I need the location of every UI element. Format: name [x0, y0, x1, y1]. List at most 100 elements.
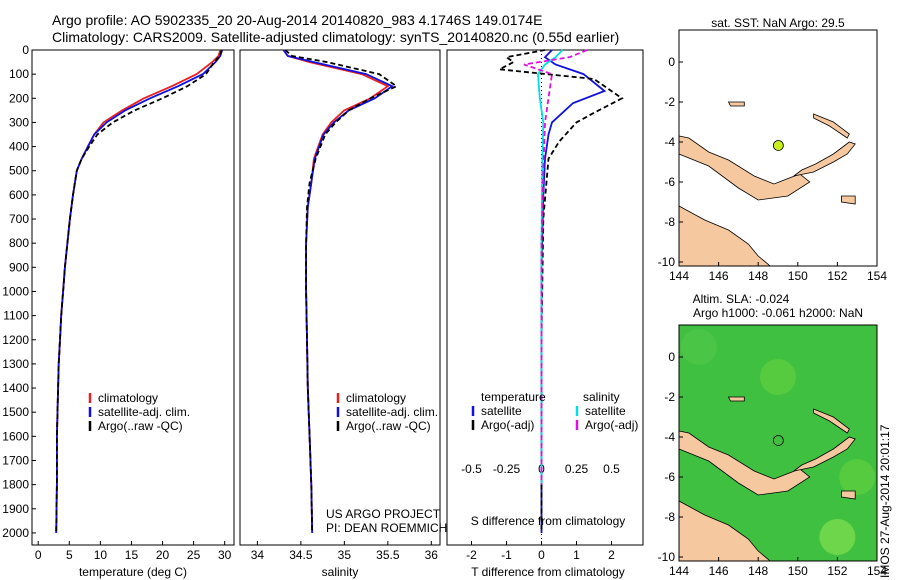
sst-landmass-5 [841, 195, 856, 205]
temperature-legend-label-2: Argo(..raw -QC) [98, 419, 183, 433]
sla-anomaly-patch-2 [680, 329, 717, 365]
salinity-axes-frame [239, 49, 441, 546]
salinity-annotation-0: US ARGO PROJECT [326, 507, 441, 521]
salinity-x-tick-label-3: 35.5 [376, 548, 400, 562]
sst-landmass-2 [793, 141, 856, 177]
depth-tick-label-12: 1200 [2, 333, 29, 347]
salinity-x-tick-label-0: 34 [251, 548, 265, 562]
temperature-x-tick-label-5: 25 [187, 548, 201, 562]
sst-lon-label-1: 146 [709, 269, 729, 283]
sst-lon-label-2: 148 [748, 269, 768, 283]
depth-tick-label-5: 500 [9, 164, 29, 178]
depth-tick-label-7: 700 [9, 212, 29, 226]
temperature-panel: 0100200300400500600700800900100011001200… [2, 43, 235, 579]
figure-title-line1: Argo profile: AO 5902335_20 20-Aug-2014 … [52, 12, 543, 28]
temperature-series-2 [55, 49, 223, 533]
sla-argo-marker [772, 435, 784, 446]
sst-lat-label-3: -6 [664, 175, 675, 189]
sst-lat-label-1: -2 [664, 95, 675, 109]
temperature-legend-label-0: climatology [98, 391, 158, 405]
salinity-x-tick-label-2: 35 [338, 548, 352, 562]
sst-map-title: sat. SST: NaN Argo: 29.5 [711, 16, 845, 30]
temperature-x-tick-label-6: 30 [218, 548, 232, 562]
depth-tick-label-17: 1700 [2, 453, 29, 467]
sla-lat-label-3: -6 [664, 470, 675, 484]
sst-argo-marker [772, 140, 784, 151]
imos-timestamp: IMOS 27-Aug-2014 20:01:17 [878, 424, 892, 578]
temperature-series-1 [55, 49, 224, 533]
temperature-x-tick-label-3: 15 [125, 548, 139, 562]
depth-tick-label-6: 600 [9, 188, 29, 202]
sla-map-frame [678, 324, 878, 562]
temperature-x-tick-label-4: 20 [156, 548, 170, 562]
difference-series-3 [523, 49, 588, 485]
depth-tick-label-11: 1100 [3, 309, 29, 323]
salinity-axis-label: salinity [322, 565, 359, 579]
sla-lat-label-2: -4 [664, 430, 675, 444]
diff-legend-header-temperature: temperature [481, 390, 546, 404]
sla-landmass-0 [678, 430, 811, 496]
salinity-legend-label-1: satellite-adj. clim. [346, 405, 438, 419]
sla-landmass-2 [793, 436, 856, 472]
depth-tick-label-18: 1800 [2, 478, 29, 492]
diff-legend-label-1: Argo(-adj) [481, 418, 534, 432]
diff-legend-label-3: Argo(-adj) [585, 418, 638, 432]
sla-map-title-2: Argo h1000: -0.061 h2000: NaN [693, 306, 863, 320]
difference-x-tick-label-2: 0 [538, 548, 545, 562]
sla-lon-label-4: 152 [827, 564, 847, 578]
diff-legend-header-salinity: salinity [583, 390, 620, 404]
sla-lat-label-1: -2 [664, 390, 675, 404]
depth-tick-label-3: 300 [9, 115, 29, 129]
diff-legend-label-2: satellite [585, 404, 626, 418]
depth-tick-label-19: 1900 [2, 502, 29, 516]
depth-tick-label-8: 800 [9, 236, 29, 250]
salinity-annotation-1: PI: DEAN ROEMMICH [326, 521, 447, 535]
diff-legend-label-0: satellite [481, 404, 522, 418]
sst-lon-label-3: 150 [788, 269, 808, 283]
salinity-panel: 34 34.5 35 35.5 36 climatologysatellite-adj. … [239, 49, 447, 579]
sla-landmass-4 [727, 396, 745, 402]
sst-lon-label-4: 152 [827, 269, 847, 283]
depth-tick-label-0: 0 [22, 43, 29, 57]
sla-landmass-5 [841, 490, 856, 500]
sst-lat-label-4: -8 [664, 215, 675, 229]
sst-landmass-4 [727, 101, 745, 107]
salinity-legend-label-0: climatology [346, 391, 406, 405]
salinity-series-2 [284, 49, 399, 533]
difference-series-0 [540, 49, 607, 533]
sla-lat-label-0: 0 [668, 350, 675, 364]
salinity-legend-label-2: Argo(..raw -QC) [346, 419, 431, 433]
sst-lat-label-2: -4 [664, 135, 675, 149]
sla-lon-label-5: 154 [867, 564, 887, 578]
depth-tick-label-20: 2000 [2, 526, 29, 540]
sst-lon-label-5: 154 [867, 269, 887, 283]
s-tick-label-4: 0.5 [603, 462, 620, 476]
sla-anomaly-patch-0 [760, 359, 796, 395]
temperature-x-tick-label-2: 10 [94, 548, 108, 562]
difference-x-tick-label-0: -2 [466, 548, 477, 562]
temperature-series-0 [55, 49, 222, 533]
depth-tick-label-14: 1400 [2, 381, 29, 395]
depth-tick-label-9: 900 [9, 260, 29, 274]
depth-tick-label-15: 1500 [2, 405, 29, 419]
s-tick-label-0: -0.5 [461, 462, 482, 476]
depth-tick-label-10: 1000 [2, 284, 29, 298]
salinity-series-0 [282, 49, 390, 533]
figure-title-line2: Climatology: CARS2009. Satellite-adjuste… [52, 29, 620, 45]
difference-axis-label: T difference from climatology [471, 565, 625, 579]
temperature-x-tick-label-1: 5 [66, 548, 73, 562]
sla-lon-label-2: 148 [748, 564, 768, 578]
sst-map-frame [678, 29, 878, 267]
sla-lon-label-1: 146 [709, 564, 729, 578]
depth-tick-label-16: 1600 [2, 429, 29, 443]
sla-anomaly-patch-1 [819, 519, 856, 555]
sst-lat-label-0: 0 [668, 55, 675, 69]
difference-series-1 [496, 49, 624, 533]
sla-lon-label-0: 144 [669, 564, 689, 578]
sst-landmass-0 [678, 135, 811, 201]
temperature-axis-label: temperature (deg C) [79, 565, 187, 579]
depth-tick-label-1: 100 [9, 67, 29, 81]
